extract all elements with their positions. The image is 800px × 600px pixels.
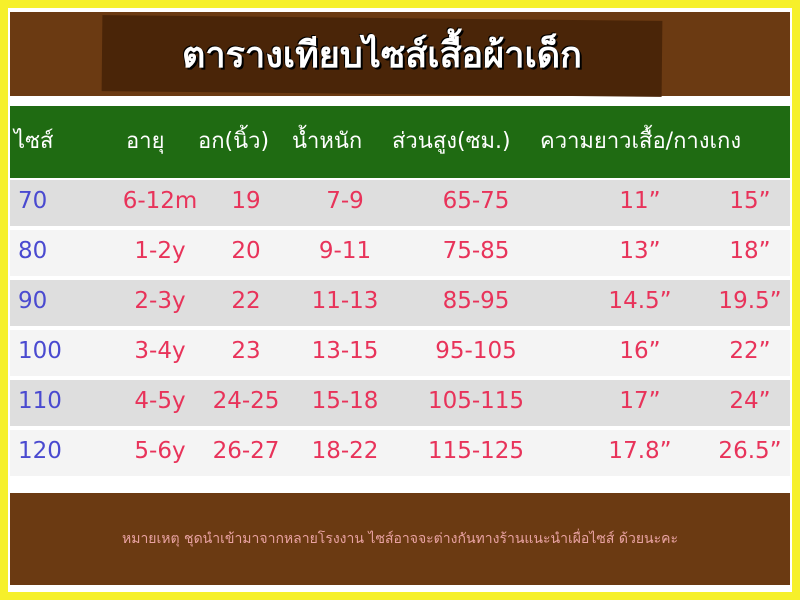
table-cell: 26.5” — [718, 438, 782, 464]
note: หมายเหตุ ชุดนำเข้ามาจากหลายโรงงาน ไซส์อา… — [121, 531, 679, 547]
table-cell: 22 — [231, 288, 261, 314]
table-row — [10, 330, 790, 376]
table-row — [10, 230, 790, 276]
table-cell: 13” — [619, 238, 661, 264]
table-row — [10, 430, 790, 476]
table-cell: 80 — [18, 238, 48, 264]
table-cell: 15-18 — [311, 388, 379, 414]
table-cell: 19 — [231, 188, 261, 214]
table-cell: 3-4y — [134, 338, 186, 364]
table-cell: 4-5y — [134, 388, 186, 414]
header-cell: ความยาวเสื้อ/กางเกง — [540, 129, 742, 154]
table-cell: 6-12m — [122, 188, 198, 214]
header-band — [10, 106, 790, 178]
header-cell: ไซส์ — [14, 129, 54, 154]
table-cell: 18-22 — [311, 438, 379, 464]
table-cell: 95-105 — [435, 338, 517, 364]
table-cell: 13-15 — [311, 338, 379, 364]
table-cell: 17” — [619, 388, 661, 414]
table-cell: 5-6y — [134, 438, 186, 464]
table-cell: 115-125 — [427, 438, 525, 464]
table-cell: 1-2y — [134, 238, 186, 264]
table-cell: 19.5” — [718, 288, 782, 314]
table-cell: 16” — [619, 338, 661, 364]
table-row — [10, 280, 790, 326]
table-cell: 105-115 — [427, 388, 525, 414]
table-cell: 24-25 — [212, 388, 280, 414]
table-cell: 2-3y — [134, 288, 186, 314]
table-cell: 26-27 — [212, 438, 280, 464]
header-cell: น้ำหนัก — [292, 129, 363, 154]
header-cell: อก(นิ้ว) — [198, 129, 270, 154]
table-cell: 9-11 — [318, 238, 372, 264]
table-cell: 75-85 — [442, 238, 510, 264]
table-cell: 70 — [18, 188, 48, 214]
table-cell: 22” — [729, 338, 771, 364]
table-cell: 17.8” — [608, 438, 672, 464]
table-cell: 7-9 — [326, 188, 364, 214]
table-cell: 110 — [18, 388, 62, 414]
table-row — [10, 380, 790, 426]
table-row — [10, 180, 790, 226]
footer-band — [10, 493, 790, 585]
table-cell: 20 — [231, 238, 261, 264]
table-cell: 23 — [231, 338, 261, 364]
table-cell: 85-95 — [442, 288, 510, 314]
header-cell: ส่วนสูง(ซม.) — [392, 129, 511, 154]
table-cell: 11-13 — [311, 288, 379, 314]
header-cell: อายุ — [126, 129, 165, 154]
table-cell: 14.5” — [608, 288, 672, 314]
table-cell: 90 — [18, 288, 48, 314]
table-cell: 65-75 — [442, 188, 510, 214]
title: ตารางเทียบไซส์เสื้อผ้าเด็ก — [182, 35, 582, 76]
table-cell: 24” — [729, 388, 771, 414]
table-cell: 11” — [619, 188, 661, 214]
table-cell: 18” — [729, 238, 771, 264]
table-cell: 15” — [729, 188, 771, 214]
table-cell: 100 — [18, 338, 62, 364]
table-cell: 120 — [18, 438, 62, 464]
